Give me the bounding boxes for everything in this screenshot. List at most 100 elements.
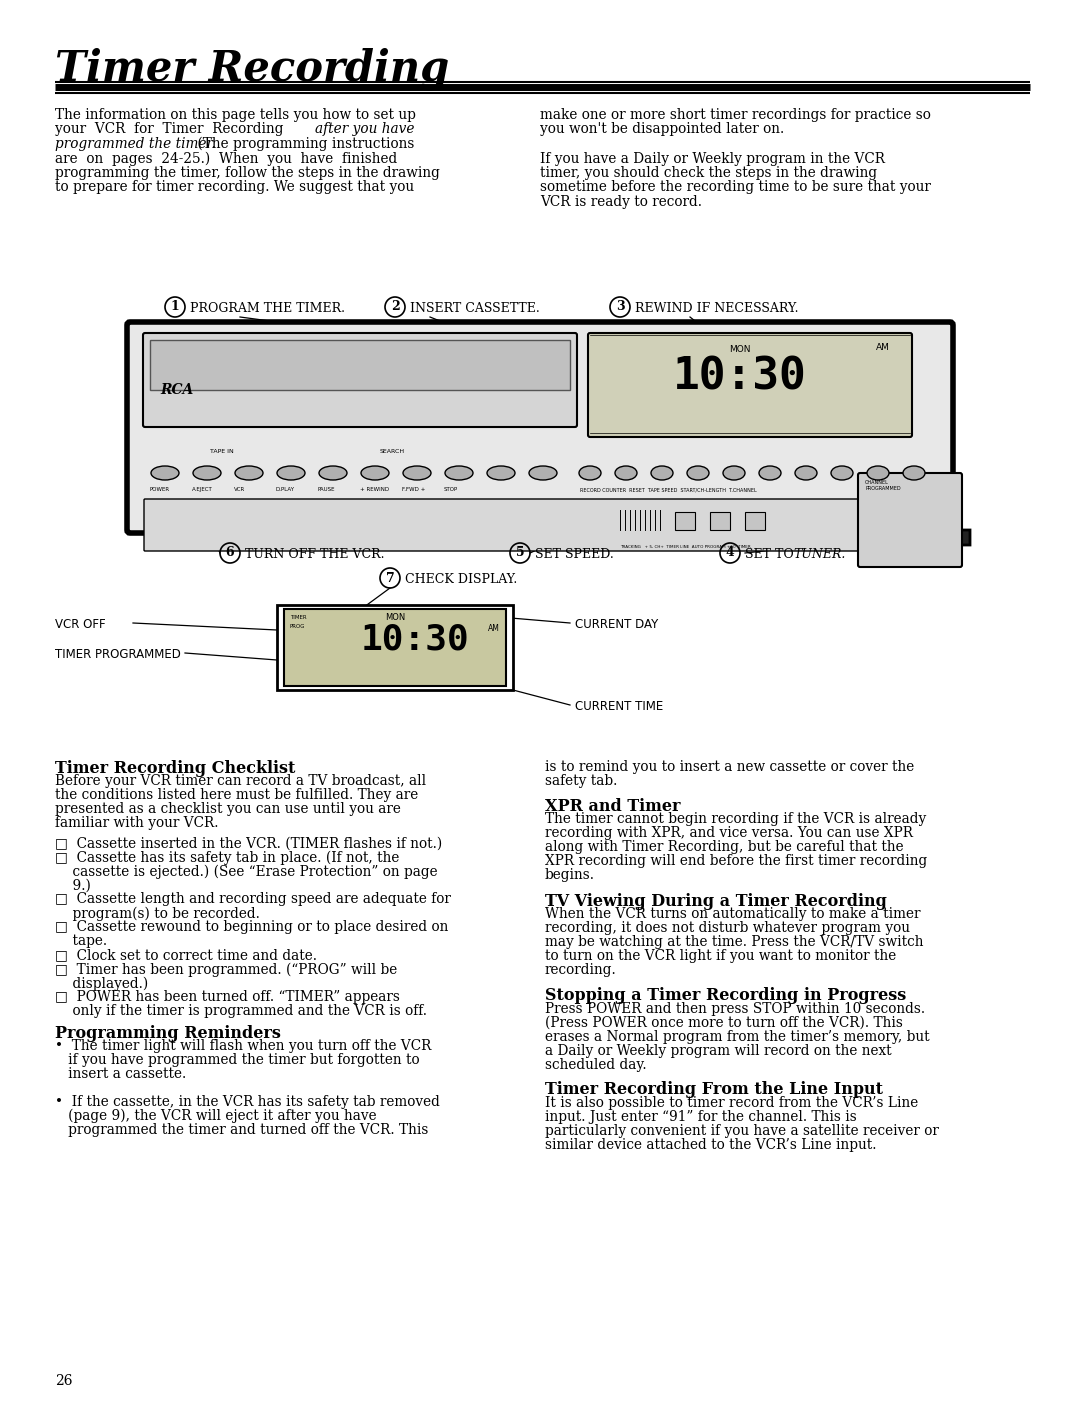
Ellipse shape — [615, 466, 637, 481]
Text: □  Cassette inserted in the VCR. (TIMER flashes if not.): □ Cassette inserted in the VCR. (TIMER f… — [55, 836, 442, 850]
Ellipse shape — [831, 466, 853, 481]
Text: if you have programmed the timer but forgotten to: if you have programmed the timer but for… — [55, 1052, 420, 1066]
Text: timer, you should check the steps in the drawing: timer, you should check the steps in the… — [540, 166, 877, 180]
Text: 9.): 9.) — [55, 878, 91, 892]
Text: TAPE IN: TAPE IN — [210, 450, 233, 454]
Polygon shape — [580, 530, 970, 545]
Text: are  on  pages  24-25.)  When  you  have  finished: are on pages 24-25.) When you have finis… — [55, 152, 397, 166]
Text: □  POWER has been turned off. “TIMER” appears: □ POWER has been turned off. “TIMER” app… — [55, 991, 400, 1005]
Text: programmed the timer.: programmed the timer. — [55, 138, 216, 150]
Text: MON: MON — [729, 346, 751, 354]
Text: □  Clock set to correct time and date.: □ Clock set to correct time and date. — [55, 948, 318, 962]
Text: •  The timer light will flash when you turn off the VCR: • The timer light will flash when you tu… — [55, 1040, 431, 1052]
Ellipse shape — [867, 466, 889, 481]
Text: the conditions listed here must be fulfilled. They are: the conditions listed here must be fulfi… — [55, 788, 418, 802]
Text: MON: MON — [384, 613, 405, 622]
Text: cassette is ejected.) (See “Erase Protection” on page: cassette is ejected.) (See “Erase Protec… — [55, 864, 437, 880]
Ellipse shape — [795, 466, 816, 481]
Text: D.PLAY: D.PLAY — [276, 488, 295, 492]
Text: programmed the timer and turned off the VCR. This: programmed the timer and turned off the … — [55, 1123, 429, 1137]
Text: 2: 2 — [391, 301, 400, 313]
Text: Timer Recording: Timer Recording — [55, 48, 449, 90]
FancyBboxPatch shape — [143, 333, 577, 427]
Text: POWER: POWER — [150, 488, 171, 492]
Text: XPR recording will end before the first timer recording: XPR recording will end before the first … — [545, 854, 928, 868]
Text: XPR and Timer: XPR and Timer — [545, 798, 680, 815]
FancyBboxPatch shape — [144, 499, 896, 551]
Ellipse shape — [651, 466, 673, 481]
Text: recording.: recording. — [545, 962, 617, 976]
Text: 26: 26 — [55, 1374, 72, 1388]
Text: 10:30: 10:30 — [673, 355, 807, 398]
Text: after you have: after you have — [315, 122, 415, 136]
Text: When the VCR turns on automatically to make a timer: When the VCR turns on automatically to m… — [545, 908, 920, 922]
Text: 4: 4 — [726, 547, 734, 559]
Text: PROG: PROG — [291, 624, 306, 629]
Text: recording, it does not disturb whatever program you: recording, it does not disturb whatever … — [545, 922, 910, 934]
Text: 5: 5 — [515, 547, 524, 559]
Text: AM: AM — [876, 343, 890, 353]
Ellipse shape — [487, 466, 515, 481]
Ellipse shape — [319, 466, 347, 481]
Text: •  If the cassette, in the VCR has its safety tab removed: • If the cassette, in the VCR has its sa… — [55, 1094, 440, 1109]
Text: TURN OFF THE VCR.: TURN OFF THE VCR. — [241, 548, 384, 561]
Text: SET SPEED.: SET SPEED. — [531, 548, 613, 561]
Text: to prepare for timer recording. We suggest that you: to prepare for timer recording. We sugge… — [55, 180, 414, 194]
Text: □  Cassette has its safety tab in place. (If not, the: □ Cassette has its safety tab in place. … — [55, 850, 400, 865]
Ellipse shape — [687, 466, 708, 481]
Text: is to remind you to insert a new cassette or cover the: is to remind you to insert a new cassett… — [545, 760, 915, 774]
Text: + REWIND: + REWIND — [360, 488, 389, 492]
Text: make one or more short timer recordings for practice so: make one or more short timer recordings … — [540, 108, 931, 122]
Text: only if the timer is programmed and the VCR is off.: only if the timer is programmed and the … — [55, 1005, 427, 1019]
Text: to turn on the VCR light if you want to monitor the: to turn on the VCR light if you want to … — [545, 948, 896, 962]
Text: PAUSE: PAUSE — [318, 488, 336, 492]
Text: VCR is ready to record.: VCR is ready to record. — [540, 195, 702, 209]
Text: The timer cannot begin recording if the VCR is already: The timer cannot begin recording if the … — [545, 812, 927, 826]
FancyBboxPatch shape — [284, 608, 507, 686]
Text: programming the timer, follow the steps in the drawing: programming the timer, follow the steps … — [55, 166, 440, 180]
Ellipse shape — [759, 466, 781, 481]
Text: Timer Recording Checklist: Timer Recording Checklist — [55, 760, 295, 777]
Text: recording with XPR, and vice versa. You can use XPR: recording with XPR, and vice versa. You … — [545, 826, 913, 840]
Text: erases a Normal program from the timer’s memory, but: erases a Normal program from the timer’s… — [545, 1030, 930, 1044]
Text: similar device attached to the VCR’s Line input.: similar device attached to the VCR’s Lin… — [545, 1138, 877, 1152]
Text: particularly convenient if you have a satellite receiver or: particularly convenient if you have a sa… — [545, 1124, 939, 1138]
Ellipse shape — [403, 466, 431, 481]
Text: along with Timer Recording, but be careful that the: along with Timer Recording, but be caref… — [545, 840, 904, 854]
Bar — [150, 340, 570, 391]
Text: It is also possible to timer record from the VCR’s Line: It is also possible to timer record from… — [545, 1096, 918, 1110]
Text: (Press POWER once more to turn off the VCR). This: (Press POWER once more to turn off the V… — [545, 1016, 903, 1030]
Text: □  Timer has been programmed. (“PROG” will be: □ Timer has been programmed. (“PROG” wil… — [55, 962, 397, 976]
Text: □  Cassette length and recording speed are adequate for: □ Cassette length and recording speed ar… — [55, 892, 450, 906]
Ellipse shape — [723, 466, 745, 481]
Ellipse shape — [151, 466, 179, 481]
Text: 1: 1 — [171, 301, 179, 313]
Bar — [710, 511, 730, 530]
Text: Stopping a Timer Recording in Progress: Stopping a Timer Recording in Progress — [545, 986, 906, 1005]
Text: scheduled day.: scheduled day. — [545, 1058, 647, 1072]
Text: INSERT CASSETTE.: INSERT CASSETTE. — [406, 302, 540, 315]
Bar — [745, 511, 765, 530]
Text: your  VCR  for  Timer  Recording: your VCR for Timer Recording — [55, 122, 293, 136]
Text: SEARCH: SEARCH — [380, 450, 405, 454]
Text: CURRENT DAY: CURRENT DAY — [575, 618, 658, 631]
Text: If you have a Daily or Weekly program in the VCR: If you have a Daily or Weekly program in… — [540, 152, 885, 166]
Text: presented as a checklist you can use until you are: presented as a checklist you can use unt… — [55, 802, 401, 816]
Text: 6: 6 — [226, 547, 234, 559]
Text: REWIND IF NECESSARY.: REWIND IF NECESSARY. — [631, 302, 798, 315]
Text: RECORD COUNTER  RESET  TAPE SPEED  START/CH-LENGTH  T.CHANNEL: RECORD COUNTER RESET TAPE SPEED START/CH… — [580, 488, 757, 492]
Text: Before your VCR timer can record a TV broadcast, all: Before your VCR timer can record a TV br… — [55, 774, 427, 788]
Text: AM: AM — [488, 624, 500, 634]
Ellipse shape — [276, 466, 305, 481]
Text: □  Cassette rewound to beginning or to place desired on: □ Cassette rewound to beginning or to pl… — [55, 920, 448, 934]
Text: familiar with your VCR.: familiar with your VCR. — [55, 816, 218, 830]
FancyBboxPatch shape — [127, 322, 953, 532]
Text: TUNER.: TUNER. — [793, 548, 846, 561]
Text: The information on this page tells you how to set up: The information on this page tells you h… — [55, 108, 416, 122]
Text: insert a cassette.: insert a cassette. — [55, 1066, 186, 1080]
Text: displayed.): displayed.) — [55, 976, 148, 991]
Text: 3: 3 — [616, 301, 624, 313]
Text: (The programming instructions: (The programming instructions — [193, 138, 415, 152]
Text: 10:30: 10:30 — [361, 622, 470, 656]
Text: CHECK DISPLAY.: CHECK DISPLAY. — [401, 573, 517, 586]
